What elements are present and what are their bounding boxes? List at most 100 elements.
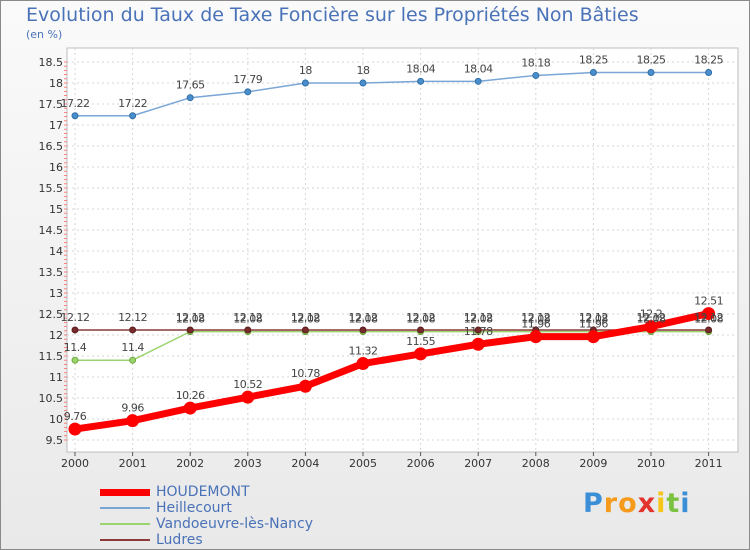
- data-label: 12.08: [579, 313, 608, 326]
- x-tick-label: 2004: [291, 457, 319, 470]
- y-tick-label: 15.5: [39, 182, 64, 195]
- data-label: 18.25: [694, 54, 723, 67]
- data-point: [474, 326, 482, 334]
- data-point: [529, 330, 543, 344]
- data-label: 12.08: [291, 313, 320, 326]
- legend-item-vandoeuvre[interactable]: Vandoeuvre-lès-Nancy: [100, 516, 313, 532]
- logo-letter: r: [603, 488, 619, 519]
- data-label: 18.18: [521, 56, 550, 69]
- data-label: 18.04: [464, 62, 493, 75]
- y-tick-label: 14: [49, 245, 63, 258]
- data-point: [414, 347, 428, 361]
- legend-swatch-houdemont: [100, 488, 150, 496]
- x-tick-label: 2002: [176, 457, 204, 470]
- y-tick-label: 10.5: [39, 392, 64, 405]
- data-label: 12.51: [694, 295, 723, 308]
- data-label: 9.96: [121, 402, 144, 415]
- data-label: 12.12: [61, 311, 90, 324]
- x-tick-label: 2003: [234, 457, 262, 470]
- y-tick-label: 11: [49, 371, 63, 384]
- data-label: 17.79: [233, 73, 262, 86]
- x-tick-label: 2005: [349, 457, 377, 470]
- data-label: 11.4: [121, 341, 144, 354]
- y-tick-label: 18: [49, 77, 63, 90]
- data-point: [705, 326, 713, 334]
- data-point: [359, 326, 367, 334]
- data-label: 12.08: [406, 313, 435, 326]
- data-point: [702, 307, 716, 321]
- logo-letter: i: [680, 488, 691, 519]
- data-label: 18.25: [637, 54, 666, 67]
- data-point: [186, 326, 194, 334]
- x-tick-label: 2011: [695, 457, 723, 470]
- data-label: 12.08: [349, 313, 378, 326]
- x-tick-label: 2008: [522, 457, 550, 470]
- data-point: [417, 326, 425, 334]
- data-label: 11.78: [464, 325, 493, 338]
- x-tick-label: 2001: [119, 457, 147, 470]
- data-point: [471, 337, 485, 351]
- data-point: [71, 356, 79, 364]
- data-label: 18: [299, 64, 312, 77]
- logo-letter: x: [637, 488, 657, 519]
- plot-area: [66, 47, 739, 453]
- legend-swatch-heillecourt: [100, 507, 150, 509]
- y-tick-label: 17.5: [39, 98, 64, 111]
- data-point: [129, 356, 137, 364]
- data-label: 12.12: [291, 311, 320, 324]
- y-tick-label: 10: [49, 413, 63, 426]
- y-tick-label: 12.5: [39, 308, 64, 321]
- data-label: 17.65: [176, 79, 205, 92]
- data-label: 12.08: [176, 313, 205, 326]
- y-tick-label: 16.5: [39, 140, 64, 153]
- logo-letter: i: [656, 488, 667, 519]
- legend-swatch-ludres: [100, 539, 150, 541]
- data-point: [244, 88, 252, 96]
- data-label: 12.12: [464, 311, 493, 324]
- data-label: 11.4: [64, 341, 87, 354]
- data-point: [186, 94, 194, 102]
- data-label: 10.78: [291, 367, 320, 380]
- data-point: [244, 326, 252, 334]
- data-point: [705, 69, 713, 76]
- data-point: [71, 326, 79, 334]
- data-label: 9.76: [64, 410, 87, 423]
- data-label: 12.12: [694, 311, 723, 324]
- data-point: [301, 326, 309, 334]
- data-label: 17.22: [118, 97, 147, 110]
- legend-item-heillecourt[interactable]: Heillecourt: [100, 500, 313, 516]
- data-point: [183, 401, 197, 415]
- legend-item-ludres[interactable]: Ludres: [100, 532, 313, 548]
- data-point: [586, 330, 600, 344]
- data-label: 12.08: [637, 313, 666, 326]
- data-point: [298, 379, 312, 393]
- x-tick-label: 2010: [637, 457, 665, 470]
- data-point: [589, 69, 597, 76]
- data-point: [68, 422, 82, 436]
- x-tick-label: 2006: [407, 457, 435, 470]
- data-label: 12.12: [349, 311, 378, 324]
- logo-letter: o: [618, 488, 638, 519]
- data-point: [417, 77, 425, 85]
- legend-label-houdemont: HOUDEMONT: [156, 484, 250, 500]
- data-point: [647, 69, 655, 76]
- legend-swatch-vandoeuvre: [100, 523, 150, 525]
- proxiti-logo: Proxiti: [583, 488, 691, 519]
- data-label: 12.2: [640, 308, 663, 321]
- data-label: 12.12: [637, 311, 666, 324]
- legend-label-ludres: Ludres: [156, 532, 203, 548]
- legend-label-heillecourt: Heillecourt: [156, 500, 232, 516]
- data-label: 11.96: [521, 318, 550, 331]
- data-label: 12.08: [694, 313, 723, 326]
- data-label: 11.55: [406, 335, 435, 348]
- data-label: 12.12: [521, 311, 550, 324]
- data-label: 10.52: [233, 378, 262, 391]
- data-label: 18.04: [406, 62, 435, 75]
- data-point: [474, 77, 482, 85]
- x-tick-label: 2009: [579, 457, 607, 470]
- data-point: [644, 320, 658, 334]
- data-label: 12.08: [233, 313, 262, 326]
- y-tick-label: 15: [49, 203, 63, 216]
- legend-item-houdemont[interactable]: HOUDEMONT: [100, 484, 313, 500]
